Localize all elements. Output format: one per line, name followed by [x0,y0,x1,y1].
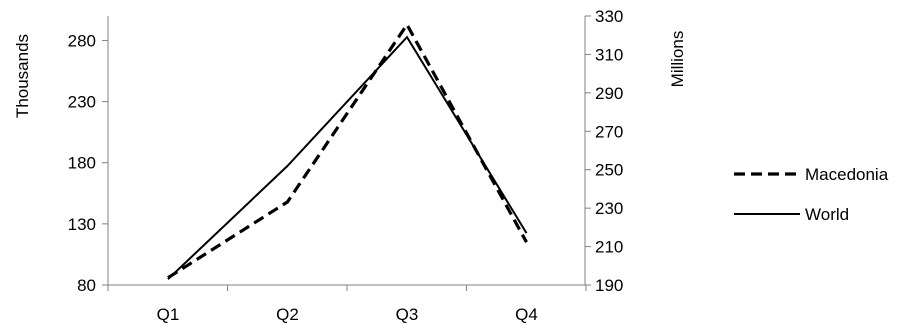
right-tick-label: 190 [595,276,623,295]
left-tick-label: 180 [68,154,96,173]
legend-label-world: World [805,205,849,224]
legend-label-macedonia: Macedonia [805,165,889,184]
right-axis-ticks: 190 210 230 250 270 290 310 330 [585,7,623,295]
series-line-macedonia [167,21,528,280]
right-tick-label: 310 [595,45,623,64]
left-tick-label: 80 [77,276,96,295]
left-axis-title: Thousands [13,34,32,118]
left-axis-ticks: 80 130 180 230 280 [68,31,108,295]
right-tick-label: 290 [595,84,623,103]
left-tick-label: 280 [68,31,96,50]
series-line-world [167,35,528,280]
x-axis-ticks: Q1 Q2 Q3 Q4 [107,285,587,324]
right-axis-title: Millions [668,31,687,88]
right-tick-label: 230 [595,199,623,218]
left-tick-label: 230 [68,93,96,112]
x-tick-label: Q1 [157,305,180,324]
axes [107,16,586,286]
left-tick-label: 130 [68,215,96,234]
right-tick-label: 270 [595,122,623,141]
right-tick-label: 210 [595,238,623,257]
series-lines [167,21,528,280]
right-tick-label: 330 [595,7,623,26]
legend: Macedonia World [734,165,889,224]
right-tick-label: 250 [595,161,623,180]
x-tick-label: Q3 [396,305,419,324]
x-tick-label: Q4 [515,305,538,324]
x-tick-label: Q2 [276,305,299,324]
